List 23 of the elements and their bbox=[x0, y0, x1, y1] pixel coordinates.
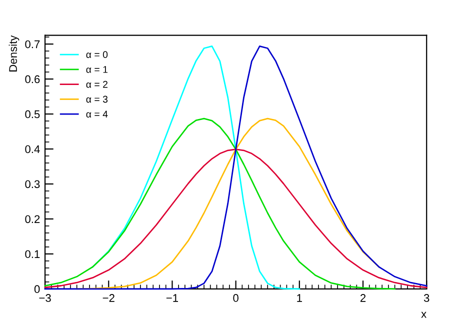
y-tick-label: 0 bbox=[34, 285, 40, 294]
x-tick-label: 0 bbox=[233, 294, 238, 302]
legend-label: α = 3 bbox=[86, 96, 108, 103]
legend-label: α = 2 bbox=[86, 80, 108, 88]
line-series bbox=[92, 45, 300, 290]
x-tick-label: −1 bbox=[166, 294, 178, 302]
x-tick-label: 2 bbox=[360, 294, 366, 302]
y-axis-title: Density bbox=[8, 35, 20, 72]
y-tick-label: 0.3 bbox=[25, 180, 40, 188]
y-tick-label: 0.6 bbox=[25, 75, 40, 84]
y-tick-label: 0.5 bbox=[25, 110, 40, 118]
legend-label: α = 1 bbox=[86, 66, 108, 73]
y-tick-label: 0.1 bbox=[25, 250, 40, 258]
y-tick-label: 0.7 bbox=[25, 40, 40, 48]
y-tick-label: 0.2 bbox=[25, 215, 40, 224]
legend-label: α = 0 bbox=[86, 51, 108, 58]
x-tick-label: −2 bbox=[102, 294, 114, 302]
x-tick-label: 1 bbox=[297, 294, 302, 302]
y-tick-label: 0.4 bbox=[25, 145, 40, 154]
x-axis-title: x bbox=[421, 312, 426, 318]
x-tick-label: 3 bbox=[424, 294, 430, 302]
legend-label: α = 4 bbox=[86, 110, 108, 118]
x-tick-label: −3 bbox=[39, 294, 51, 302]
